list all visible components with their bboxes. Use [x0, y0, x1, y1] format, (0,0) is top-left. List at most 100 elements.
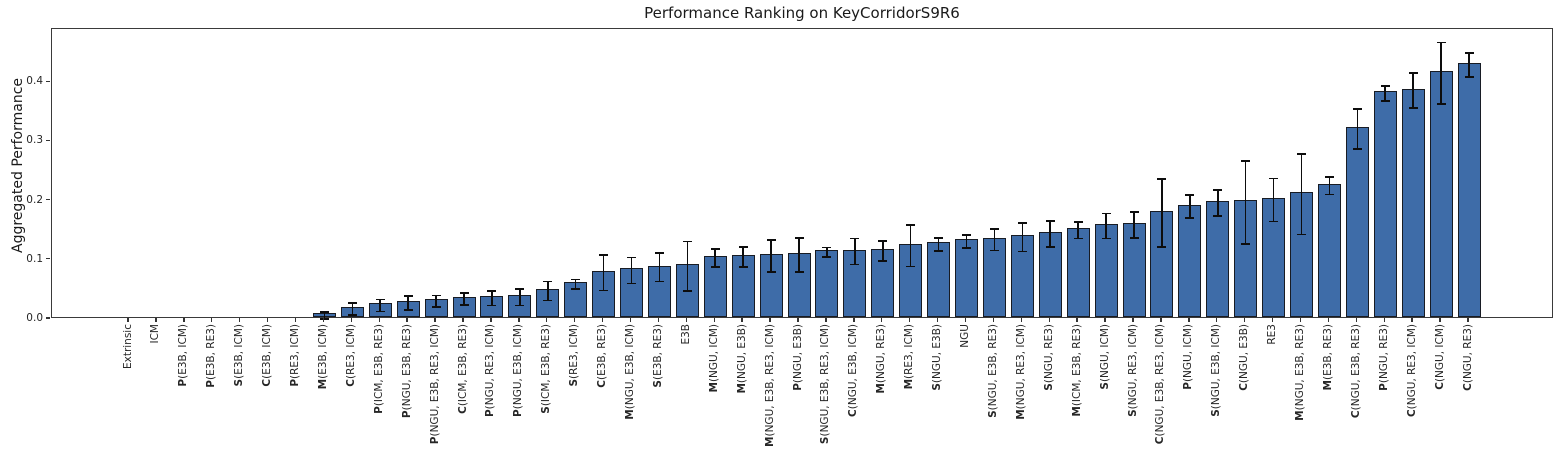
error-bar [1077, 221, 1079, 239]
error-bar-cap-bottom [1185, 216, 1195, 219]
x-tick-mark [1383, 318, 1385, 322]
x-tick-mark [518, 318, 520, 322]
x-tick-label: P(NGU, E3B) [791, 324, 804, 391]
error-bar-cap-top [543, 280, 553, 283]
error-bar-cap-top [571, 278, 581, 281]
error-bar-cap-bottom [934, 250, 944, 252]
error-bar-cap-top [1269, 177, 1279, 180]
error-bar [937, 237, 940, 251]
x-tick-label: C(E3B, ICM) [261, 324, 274, 387]
error-bar-cap-top [989, 228, 999, 230]
error-bar [658, 253, 661, 282]
error-bar [546, 281, 549, 301]
x-tick-mark [964, 318, 967, 322]
error-bar-cap-top [515, 288, 525, 290]
error-bar-cap-bottom [599, 289, 609, 292]
x-tick-mark [322, 318, 325, 322]
error-bar-cap-bottom [1017, 250, 1027, 253]
error-bar-cap-top [1185, 194, 1195, 197]
error-bar [1021, 223, 1024, 252]
bar [1317, 183, 1341, 317]
error-bar-cap-top [1324, 176, 1334, 178]
x-tick-mark [378, 318, 380, 322]
x-tick-mark [657, 318, 660, 322]
x-tick-mark [1132, 318, 1134, 322]
x-tick-mark [266, 318, 269, 322]
error-bar [965, 234, 968, 248]
error-bar-cap-top [347, 302, 357, 304]
x-tick-mark [741, 318, 743, 322]
error-bar-cap-bottom [1408, 107, 1418, 110]
error-bar-cap-top [1073, 221, 1083, 223]
bar [815, 250, 839, 317]
error-bar-cap-top [822, 246, 832, 249]
x-tick-mark [546, 318, 548, 322]
error-bar-cap-bottom [1241, 243, 1251, 245]
error-bar [1356, 108, 1359, 150]
error-bar [630, 257, 633, 284]
error-bar [351, 303, 354, 315]
y-tick-mark [46, 139, 50, 142]
x-tick-label: M(ICM, E3B, RE3) [1070, 324, 1083, 417]
error-bar-cap-bottom [989, 249, 999, 252]
bar [927, 242, 951, 317]
y-tick-label: 0.4 [26, 75, 43, 88]
x-tick-label: C(NGU, E3B, RE3, ICM) [1154, 324, 1167, 445]
error-bar-cap-bottom [1352, 148, 1362, 150]
x-tick-label: C(NGU, E3B, ICM) [847, 324, 860, 417]
x-tick-label: P(RE3, ICM) [289, 324, 301, 387]
x-tick-label: M(NGU, E3B, ICM) [624, 324, 636, 420]
error-bar [686, 241, 689, 292]
x-tick-mark [853, 318, 855, 322]
y-tick-mark [46, 317, 50, 319]
error-bar-cap-top [878, 240, 888, 242]
x-tick-label: S(ICM, E3B, RE3) [540, 324, 553, 414]
error-bar-cap-bottom [906, 265, 916, 268]
error-bar-cap-bottom [654, 280, 664, 283]
error-bar-cap-top [403, 295, 413, 297]
x-tick-mark [825, 318, 827, 322]
error-bar-cap-top [431, 294, 441, 297]
x-tick-mark [1076, 318, 1078, 322]
bar [1066, 228, 1090, 317]
x-tick-label: M(NGU, E3B, RE3, ICM) [763, 324, 776, 447]
error-bar-cap-bottom [1464, 76, 1474, 78]
x-tick-label: P(NGU, E3B, ICM) [512, 324, 525, 417]
x-tick-mark [685, 318, 688, 322]
x-tick-label: Extrinsic [121, 324, 134, 370]
x-tick-label: S(NGU, E3B, RE3, ICM) [819, 324, 832, 445]
x-tick-label: M(E3B, ICM) [316, 324, 329, 390]
error-bar-cap-top [487, 290, 497, 292]
x-tick-label: M(NGU, E3B, RE3) [1294, 324, 1306, 421]
error-bar-cap-top [1436, 41, 1446, 44]
error-bar-cap-top [627, 256, 636, 259]
error-bar-cap-top [794, 237, 804, 239]
error-bar-cap-bottom [1380, 100, 1390, 102]
error-bar [491, 291, 493, 306]
x-tick-mark [1411, 318, 1413, 322]
error-bar [1161, 179, 1163, 247]
error-bar-cap-top [1408, 71, 1418, 74]
error-bar-cap-bottom [710, 266, 720, 268]
error-bar [1328, 176, 1331, 195]
error-bar [1384, 85, 1387, 102]
x-tick-mark [1160, 318, 1162, 322]
error-bar-cap-bottom [1129, 237, 1139, 239]
chart-title: Performance Ranking on KeyCorridorS9R6 [644, 4, 960, 22]
x-tick-mark [1271, 318, 1274, 322]
error-bar-cap-top [319, 311, 329, 313]
error-bar-cap-top [1045, 219, 1055, 222]
error-bar [770, 240, 772, 273]
error-bar-cap-top [654, 252, 664, 255]
x-tick-mark [629, 318, 632, 322]
error-bar-cap-bottom [1073, 237, 1083, 240]
x-tick-label: C(NGU, RE3, ICM) [1405, 324, 1418, 418]
x-tick-mark [211, 318, 213, 322]
error-bar-cap-bottom [487, 304, 497, 307]
error-bar-cap-top [1352, 108, 1362, 110]
error-bar-cap-top [934, 237, 944, 239]
x-tick-mark [1327, 318, 1330, 322]
error-bar [1272, 178, 1275, 222]
error-bar-cap-top [599, 254, 609, 256]
